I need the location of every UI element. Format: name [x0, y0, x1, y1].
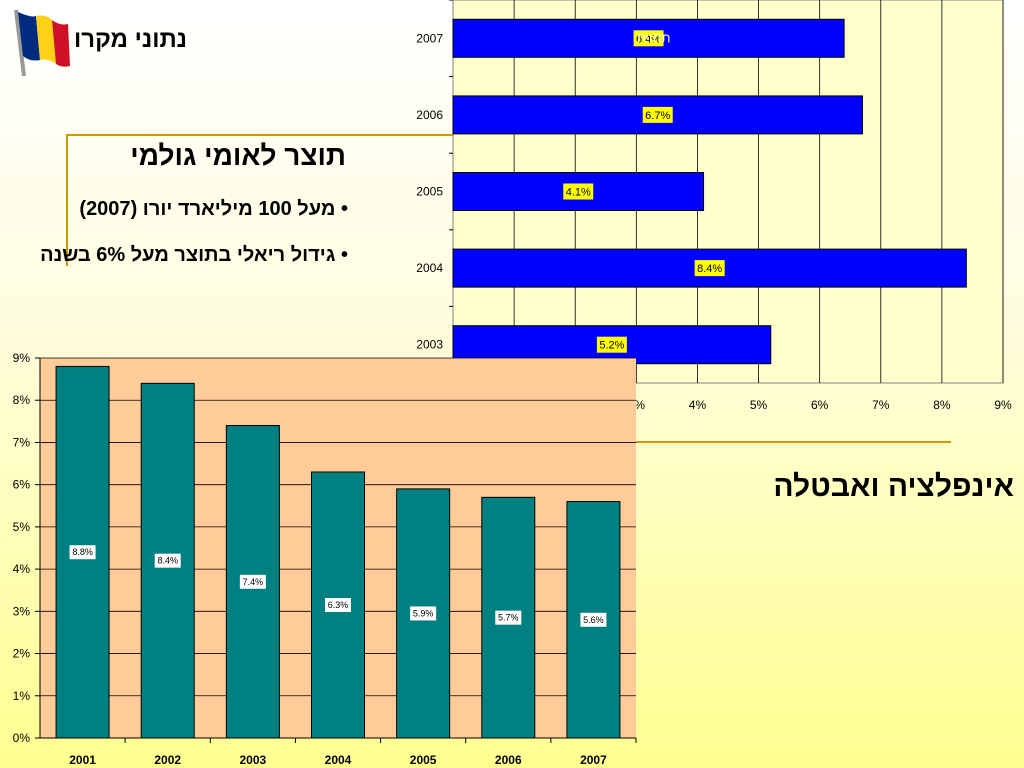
flag-icon [14, 9, 70, 77]
gdp-data-label: 8.4% [697, 263, 722, 275]
unemp-data-label-bg [325, 598, 351, 612]
gdp-data-label-bg [563, 183, 594, 200]
gdp-bar-2006 [452, 95, 863, 135]
unemp-y-tick-label: 8% [13, 393, 31, 407]
unemp-data-label: 6.3% [328, 600, 349, 610]
gdp-x-tick-label: 8% [933, 398, 951, 412]
gdp-y-tick-label: 2007 [416, 31, 443, 45]
gdp-bullet-1: • מעל 100 מיליארד יורו (2007) [79, 198, 348, 221]
unemp-y-tick-label: 9% [13, 351, 31, 365]
unemp-data-label: 5.9% [413, 608, 434, 618]
gdp-x-tick-label: 7% [872, 398, 890, 412]
bullet-symbol: • [340, 198, 348, 220]
inflation-section-title: אינפלציה ואבטלה [773, 470, 1014, 503]
gdp-x-tick-label: 4% [689, 398, 707, 412]
gdp-data-label-bg [694, 260, 725, 277]
unemp-data-label: 5.6% [583, 615, 604, 625]
gdp-y-tick-label: 2006 [416, 108, 443, 122]
gdp-data-label: 4.1% [566, 187, 591, 199]
unemp-data-label-bg [410, 606, 437, 621]
unemp-data-label-bg [69, 545, 96, 560]
gdp-y-tick-label: 2004 [416, 261, 443, 275]
unemp-x-tick-label: 2005 [410, 753, 437, 767]
unemp-data-label-bg [495, 610, 522, 625]
gdp-growth-chart: 0%1%2%3%4%5%6%7%8%9%20076.4%תחזית20066.7… [416, 0, 1012, 412]
gdp-data-label-bg [642, 106, 673, 123]
divider-line-bottom [636, 441, 951, 443]
gdp-data-label: 6.4% [636, 33, 661, 45]
unemp-y-tick-label: 4% [13, 562, 31, 576]
gdp-y-tick-label: 2003 [416, 338, 443, 352]
unemp-x-tick-label: 2006 [495, 753, 522, 767]
unemp-y-tick-label: 6% [13, 478, 31, 492]
unemp-x-tick-label: 2003 [240, 753, 267, 767]
unemp-y-tick-label: 7% [13, 435, 31, 449]
page-header-title: נתוני מקרו [74, 26, 188, 53]
unemp-data-label-bg [580, 612, 607, 627]
unemp-x-tick-label: 2001 [69, 753, 96, 767]
unemp-data-label: 5.7% [498, 613, 519, 623]
unemp-x-tick-label: 2002 [154, 753, 181, 767]
unemp-x-tick-label: 2007 [580, 753, 607, 767]
unemployment-chart: 0% 1% 2% 3% 4% 5% 6% 7% 8% 9% 2001 8.8% 2002 8.4% 2003… [13, 351, 637, 767]
unemp-y-tick-label: 3% [13, 604, 31, 618]
unemp-data-label: 8.4% [157, 556, 178, 566]
unemp-y-tick-label: 5% [13, 520, 31, 534]
unemp-data-label-bg [154, 553, 181, 568]
gdp-data-label: 5.2% [599, 340, 624, 352]
unemp-y-tick-label: 0% [13, 731, 31, 745]
unemp-data-label: 8.8% [72, 547, 93, 557]
gdp-x-tick-label: 6% [811, 398, 829, 412]
gdp-data-label-bg [596, 336, 627, 353]
gdp-x-tick-label: 9% [994, 398, 1012, 412]
divider-line-top [66, 134, 456, 136]
unemp-x-tick-label: 2004 [325, 753, 352, 767]
gdp-bullet-1-text: מעל 100 מיליארד יורו (2007) [79, 198, 336, 220]
unemp-data-label-bg [239, 574, 266, 589]
divider-line-left [66, 134, 68, 266]
gdp-forecast-annotation: תחזית [637, 30, 671, 45]
gdp-y-tick-label: 2005 [416, 185, 443, 199]
gdp-bullet-2-text: גידול ריאלי בתוצר מעל 6% בשנה [40, 244, 336, 266]
gdp-data-label-bg [633, 30, 664, 47]
gdp-bullet-2: • גידול ריאלי בתוצר מעל 6% בשנה [0, 244, 348, 267]
unemp-y-tick-label: 1% [13, 689, 31, 703]
bullet-symbol: • [340, 244, 348, 266]
gdp-x-tick-label: 5% [750, 398, 768, 412]
gdp-section-title: תוצר לאומי גולמי [130, 140, 346, 171]
unemp-data-label: 7.4% [243, 577, 264, 587]
unemp-y-tick-label: 2% [13, 647, 31, 661]
gdp-data-label: 6.7% [645, 110, 670, 122]
